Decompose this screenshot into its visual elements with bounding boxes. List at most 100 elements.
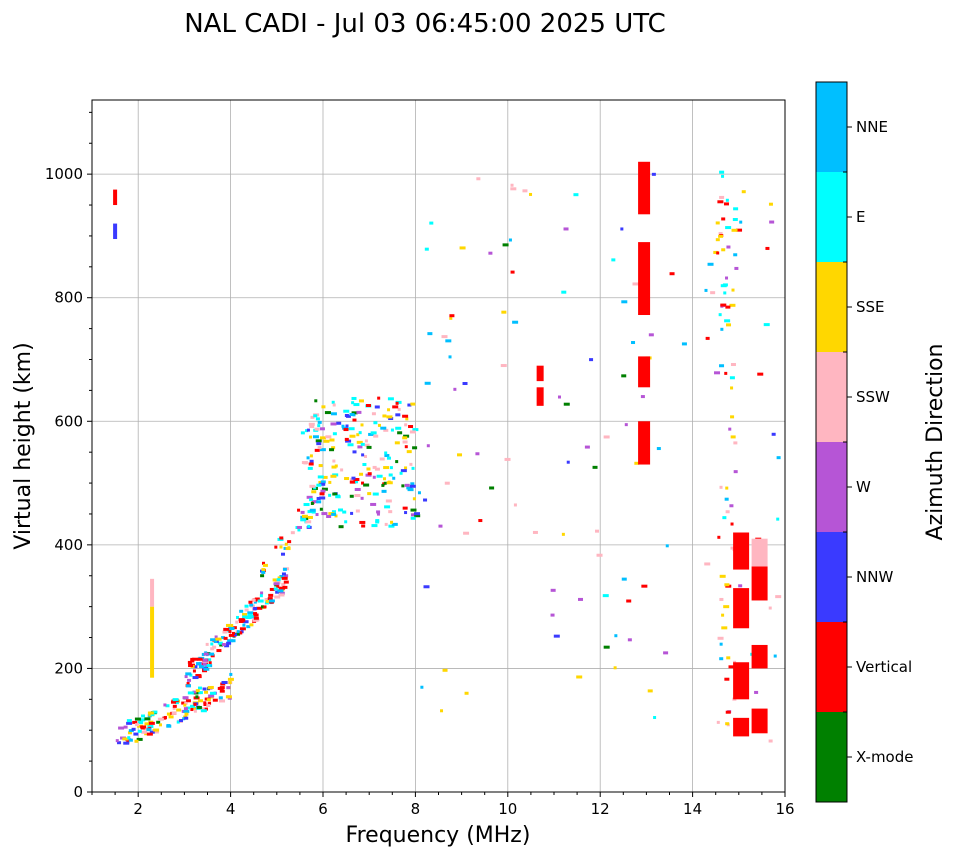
- data-point: [366, 445, 372, 449]
- data-point: [488, 251, 493, 255]
- data-point: [384, 454, 390, 458]
- data-point: [123, 725, 128, 729]
- data-point: [308, 422, 315, 426]
- data-bar: [638, 242, 651, 316]
- data-point: [410, 482, 415, 486]
- data-point: [423, 585, 430, 589]
- data-point: [501, 310, 507, 314]
- data-point: [376, 474, 383, 478]
- data-point: [429, 221, 434, 225]
- data-bar: [733, 532, 750, 570]
- data-point: [603, 435, 610, 439]
- data-point: [182, 717, 186, 721]
- data-point: [316, 483, 322, 487]
- data-point: [315, 513, 319, 517]
- data-point: [326, 514, 332, 518]
- data-point: [184, 675, 188, 679]
- data-point: [730, 363, 736, 367]
- data-point: [632, 282, 639, 286]
- data-point: [383, 466, 390, 470]
- data-point: [138, 721, 144, 725]
- data-point: [713, 250, 719, 254]
- data-point: [285, 547, 291, 551]
- data-point: [704, 288, 708, 292]
- data-point: [331, 510, 336, 514]
- data-point: [307, 466, 313, 470]
- data-point: [508, 238, 512, 242]
- data-point: [229, 627, 235, 631]
- data-point: [733, 441, 738, 445]
- data-point: [390, 428, 394, 432]
- data-point: [724, 497, 729, 501]
- data-point: [136, 737, 143, 741]
- data-point: [578, 597, 584, 601]
- data-point: [381, 489, 387, 493]
- data-point: [347, 443, 354, 447]
- data-point: [309, 508, 316, 512]
- data-point: [163, 715, 167, 719]
- data-point: [417, 491, 421, 495]
- data-point: [351, 411, 358, 415]
- data-point: [231, 631, 235, 635]
- data-point: [522, 189, 528, 193]
- data-point: [317, 420, 322, 424]
- data-point: [221, 642, 226, 646]
- data-point: [411, 466, 415, 470]
- data-point: [249, 623, 254, 627]
- data-point: [239, 627, 246, 631]
- data-point: [719, 485, 723, 489]
- data-point: [278, 593, 285, 597]
- data-point: [341, 424, 345, 428]
- data-point: [134, 739, 139, 743]
- data-point: [410, 516, 416, 520]
- data-point: [201, 652, 205, 656]
- x-tick-label: 4: [226, 800, 236, 818]
- data-point: [404, 511, 408, 515]
- x-tick-label: 12: [591, 800, 610, 818]
- data-point: [768, 202, 773, 206]
- data-point: [705, 336, 710, 340]
- data-point: [402, 440, 408, 444]
- data-point: [313, 486, 317, 490]
- data-point: [183, 710, 190, 714]
- data-point: [301, 461, 308, 465]
- data-point: [274, 545, 278, 549]
- data-point: [383, 481, 387, 485]
- data-point: [372, 475, 376, 479]
- data-point: [297, 508, 301, 512]
- data-point: [397, 407, 401, 411]
- data-point: [602, 594, 609, 598]
- data-point: [283, 546, 287, 550]
- colorbar-segment: [816, 82, 847, 172]
- data-point: [176, 720, 180, 724]
- data-point: [426, 444, 430, 448]
- data-point: [354, 487, 361, 491]
- data-point: [715, 221, 720, 225]
- data-point: [475, 452, 480, 456]
- colorbar-tick-label: NNE: [856, 118, 888, 136]
- data-bar: [638, 356, 651, 388]
- data-point: [563, 227, 569, 231]
- data-point: [198, 699, 204, 703]
- data-point: [408, 425, 414, 429]
- data-point: [395, 460, 399, 464]
- data-point: [345, 414, 351, 418]
- data-point: [402, 506, 408, 510]
- data-point: [370, 431, 377, 435]
- data-point: [273, 582, 280, 586]
- data-point: [349, 480, 356, 484]
- data-point: [309, 459, 314, 463]
- data-point: [510, 183, 514, 187]
- data-point: [284, 574, 289, 578]
- data-point: [223, 627, 230, 631]
- data-point: [344, 477, 350, 481]
- data-point: [312, 435, 319, 439]
- data-point: [453, 387, 457, 391]
- data-point: [330, 422, 337, 426]
- data-point: [372, 465, 377, 469]
- data-point: [219, 699, 226, 703]
- data-point: [223, 636, 228, 640]
- data-point: [550, 588, 556, 592]
- data-point: [185, 699, 191, 703]
- data-bar: [113, 223, 118, 240]
